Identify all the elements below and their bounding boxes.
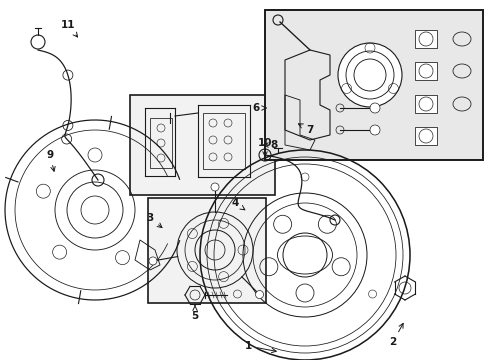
Text: 4: 4 [231,198,244,210]
Bar [414,95,436,113]
Circle shape [149,257,157,265]
Circle shape [337,43,401,107]
Text: 6: 6 [252,103,265,113]
Text: 1: 1 [244,341,276,353]
Text: 9: 9 [46,150,55,171]
Text: 8: 8 [264,140,277,150]
Circle shape [210,183,219,191]
Bar [264,10,482,160]
Text: 2: 2 [388,323,402,347]
Bar [203,113,244,169]
Text: 5: 5 [191,305,198,321]
Bar [414,127,436,145]
Text: 10: 10 [257,138,272,156]
Bar [414,30,436,48]
Text: 7: 7 [298,124,313,135]
Bar [148,198,265,303]
Text: 3: 3 [146,213,162,228]
Circle shape [369,125,379,135]
Circle shape [369,103,379,113]
Text: 11: 11 [61,20,78,37]
Bar [414,62,436,80]
Bar [150,118,172,168]
Circle shape [255,291,263,298]
Bar [130,95,274,195]
